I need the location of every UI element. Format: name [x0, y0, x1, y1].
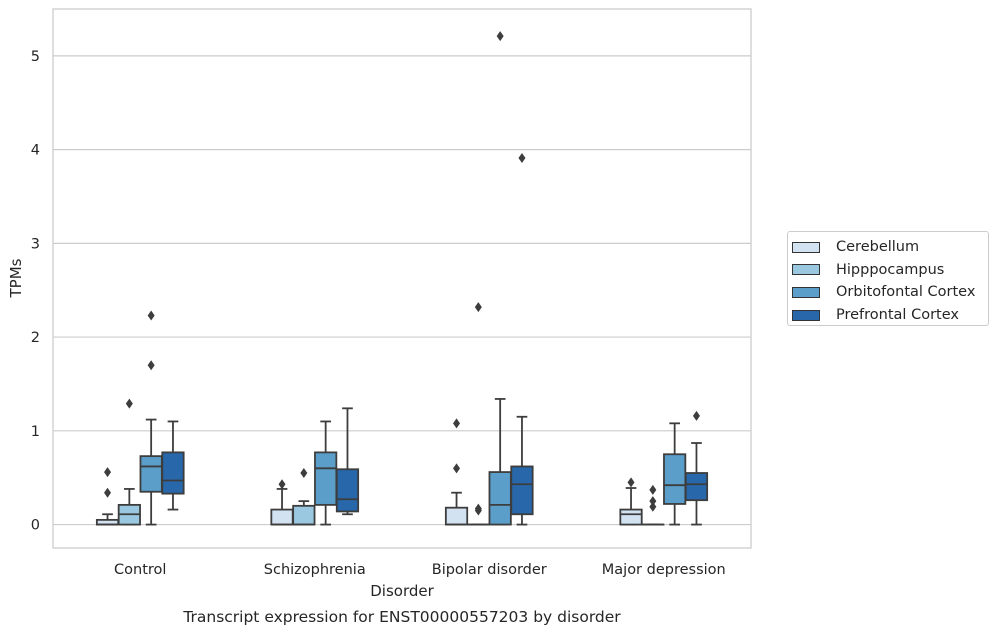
box-cerebellum [95, 467, 120, 526]
legend-swatch [792, 286, 820, 298]
box-orbitofontal-cortex [139, 310, 163, 526]
outlier-point [104, 467, 112, 478]
y-axis-label: TPMs [7, 258, 25, 298]
outlier-point [104, 487, 112, 498]
y-tick-label: 1 [31, 424, 40, 440]
chart-caption: Transcript expression for ENST0000055720… [182, 608, 621, 626]
x-axis-label: Disorder [370, 582, 434, 600]
outlier-point [453, 418, 461, 429]
legend-swatch [792, 264, 820, 276]
y-tick-label: 5 [31, 49, 40, 65]
y-tick-label: 3 [31, 236, 40, 252]
outlier-point [125, 398, 133, 409]
y-tick-label: 4 [31, 143, 40, 159]
legend-item: Orbitofontal Cortex [792, 281, 988, 304]
iqr-box [488, 471, 512, 526]
legend-label: Cerebellum [836, 239, 920, 256]
iqr-box [270, 508, 294, 526]
legend-swatch [792, 241, 820, 253]
iqr-box [292, 504, 316, 526]
box-orbitofontal-cortex [663, 422, 687, 526]
iqr-box [314, 451, 338, 506]
outlier-point [518, 153, 526, 164]
legend-label: Orbitofontal Cortex [836, 284, 976, 301]
outlier-point [649, 496, 657, 507]
legend-label: Prefrontal Cortex [836, 307, 959, 324]
iqr-box [444, 506, 469, 526]
box-hipppocampus [117, 398, 141, 526]
iqr-box [619, 508, 643, 526]
outlier-point [474, 503, 482, 514]
box-cerebellum [270, 479, 294, 526]
outlier-point [627, 477, 635, 488]
outlier-point [147, 310, 155, 321]
box-prefrontal-cortex [684, 410, 709, 526]
x-tick-label: Schizophrenia [264, 562, 366, 578]
box-cerebellum [619, 477, 643, 526]
box-orbitofontal-cortex [314, 420, 338, 526]
iqr-box [663, 453, 687, 505]
outlier-point [649, 484, 657, 495]
outlier-point [147, 360, 155, 371]
grid-lines [53, 55, 751, 526]
box-prefrontal-cortex [335, 407, 360, 516]
x-tick-label: Major depression [602, 562, 726, 578]
legend-swatch [792, 309, 820, 321]
box-prefrontal-cortex [510, 153, 534, 526]
legend-item: Cerebellum [792, 236, 988, 259]
box-hipppocampus [641, 484, 665, 526]
legend-item: Prefrontal Cortex [792, 304, 988, 327]
box-prefrontal-cortex [161, 420, 185, 511]
outlier-point [692, 410, 700, 421]
legend-label: Hipppocampus [836, 261, 945, 278]
iqr-box [510, 465, 534, 516]
iqr-box [139, 455, 163, 493]
y-tick-label: 0 [31, 518, 40, 534]
outlier-point [278, 479, 286, 490]
legend-item: Hipppocampus [792, 259, 988, 282]
box-hipppocampus [292, 468, 316, 526]
y-tick-labels: 0 1 2 3 4 5 [31, 49, 40, 534]
iqr-box [161, 451, 185, 495]
box-hipppocampus [466, 302, 490, 526]
box-cerebellum [444, 418, 469, 526]
iqr-box [684, 472, 709, 502]
x-tick-label: Bipolar disorder [432, 562, 547, 578]
x-tick-label: Control [114, 562, 166, 578]
outlier-point [649, 501, 657, 512]
box-series [95, 31, 709, 526]
legend: Cerebellum Hipppocampus Orbitofontal Cor… [787, 231, 989, 326]
y-tick-label: 2 [31, 330, 40, 346]
outlier-point [474, 302, 482, 313]
outlier-point [300, 468, 308, 479]
plot-frame [52, 8, 752, 549]
outlier-point [496, 31, 504, 42]
box-orbitofontal-cortex [488, 31, 512, 526]
outlier-point [453, 463, 461, 474]
iqr-box [335, 468, 360, 513]
x-tick-labels: Control Schizophrenia Bipolar disorder Majo… [114, 562, 726, 578]
